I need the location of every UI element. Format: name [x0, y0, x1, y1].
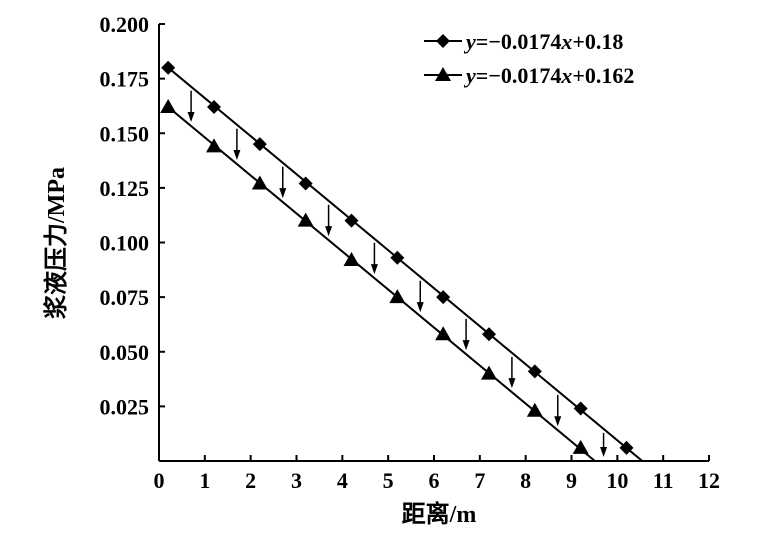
- diamond-point: [390, 250, 405, 265]
- y-tick-label: 0.100: [100, 231, 150, 256]
- diamond-point: [573, 401, 588, 416]
- diamond-point: [344, 213, 359, 228]
- legend-triangle-marker: [435, 67, 451, 81]
- legend: y=−0.0174x+0.18 y=−0.0174x+0.162: [424, 29, 634, 88]
- triangle-point: [297, 212, 314, 227]
- x-tick-label: 5: [383, 468, 394, 493]
- arrow-head: [187, 112, 195, 123]
- diamond-point: [161, 60, 176, 75]
- y-tick-label: 0.125: [100, 176, 150, 201]
- arrow-head: [416, 302, 424, 313]
- arrows: [187, 90, 608, 457]
- x-tick-label: 10: [606, 468, 628, 493]
- triangle-point: [572, 439, 589, 454]
- regression-lines: [167, 66, 643, 462]
- arrow-head: [370, 264, 378, 275]
- triangle-point: [481, 365, 497, 380]
- arrow-head: [233, 150, 241, 161]
- x-tick-label: 0: [154, 468, 165, 493]
- series-line-2: [167, 106, 596, 462]
- diamond-point: [619, 440, 634, 455]
- arrow-head: [279, 188, 287, 199]
- x-tick-label: 4: [337, 468, 348, 493]
- diamond-point: [436, 290, 451, 305]
- x-tick-label: 7: [474, 468, 485, 493]
- triangle-point: [160, 99, 177, 114]
- triangle-point: [389, 289, 406, 304]
- x-tick-label: 12: [698, 468, 720, 493]
- x-tick-label: 8: [520, 468, 531, 493]
- arrow-head: [508, 378, 516, 389]
- legend-label-1: y=−0.0174x+0.18: [463, 29, 623, 54]
- arrow-head: [600, 447, 608, 457]
- markers: [160, 60, 634, 455]
- y-tick-label: 0.175: [100, 67, 150, 92]
- y-tick-label: 0.200: [100, 12, 150, 37]
- x-tick-label: 3: [291, 468, 302, 493]
- diamond-point: [207, 100, 221, 115]
- diamond-point: [298, 176, 313, 191]
- diamond-point: [482, 327, 496, 342]
- arrow-head: [325, 226, 333, 237]
- triangle-point: [206, 138, 222, 153]
- x-tick-label: 9: [566, 468, 577, 493]
- triangle-point: [251, 175, 268, 190]
- legend-label-2: y=−0.0174x+0.162: [463, 63, 634, 88]
- triangle-point: [343, 251, 360, 266]
- axes: [158, 24, 709, 462]
- arrow-head: [462, 340, 470, 351]
- triangle-point: [435, 326, 452, 341]
- legend-item-1: y=−0.0174x+0.18: [424, 29, 623, 54]
- series-line-1: [167, 66, 643, 462]
- diamond-point: [527, 364, 542, 379]
- y-tick-label: 0.075: [100, 285, 150, 310]
- x-tick-label: 1: [199, 468, 210, 493]
- y-tick-label: 0.025: [100, 394, 150, 419]
- triangle-point: [526, 402, 543, 417]
- x-tick-label: 2: [245, 468, 256, 493]
- y-tick-label: 0.050: [100, 340, 150, 365]
- arrow-head: [554, 416, 562, 427]
- legend-item-2: y=−0.0174x+0.162: [424, 63, 634, 88]
- x-axis-title: 距离/m: [402, 500, 477, 528]
- x-tick-label: 6: [429, 468, 440, 493]
- y-tick-label: 0.150: [100, 121, 150, 146]
- y-axis-title: 浆液压力/MPa: [42, 167, 70, 319]
- ticks: 0 1 2 3 4 5 6 7 8 9 10 11 120.0250.0500.0750.1000.12…: [100, 12, 721, 493]
- diamond-point: [252, 137, 267, 152]
- x-tick-label: 11: [653, 468, 674, 493]
- legend-diamond-marker: [436, 34, 450, 48]
